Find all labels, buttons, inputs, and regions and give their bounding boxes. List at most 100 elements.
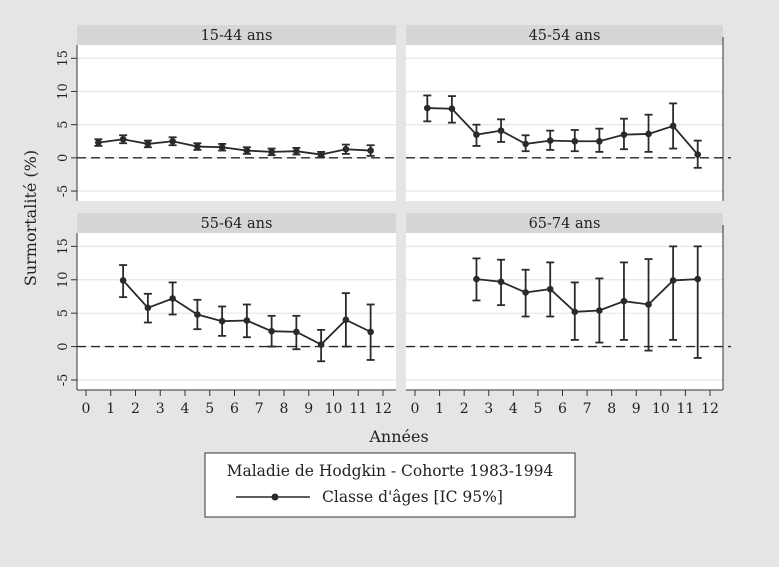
data-point (169, 295, 176, 302)
data-point (473, 275, 480, 283)
data-point (218, 143, 226, 151)
data-point (243, 147, 251, 154)
data-point (169, 137, 176, 145)
data-point (317, 341, 325, 348)
y-tick-label: 10 (56, 83, 71, 100)
y-axis-label: Surmortalité (%) (21, 150, 40, 286)
x-tick-label: 7 (255, 401, 264, 417)
data-point (367, 328, 374, 336)
x-tick-label: 7 (583, 401, 592, 417)
data-point (669, 277, 677, 284)
data-point (669, 122, 677, 130)
data-point (119, 135, 127, 143)
data-point (342, 316, 350, 324)
x-tick-label: 11 (349, 401, 367, 417)
data-point (293, 328, 300, 336)
y-tick-label: -5 (56, 185, 71, 198)
x-tick-label: 9 (632, 401, 641, 417)
y-tick-label: 5 (56, 121, 71, 129)
x-tick-label: 1 (106, 401, 115, 417)
data-point (497, 278, 505, 286)
data-point (243, 317, 251, 324)
data-point (596, 307, 603, 314)
data-point (144, 140, 152, 148)
panel-header (77, 25, 396, 45)
data-point (448, 105, 456, 113)
legend: Maladie de Hodgkin - Cohorte 1983-1994 C… (204, 452, 576, 518)
data-point (95, 139, 102, 146)
data-point (645, 130, 652, 138)
data-point (522, 140, 529, 148)
plot-area (77, 233, 396, 390)
panel-15-44-ans: 15-44 ans -5 0 5 10 15 (56, 25, 396, 201)
data-point (522, 289, 529, 296)
y-tick-label: 0 (56, 154, 71, 162)
x-tick-label: 1 (435, 401, 444, 417)
data-point (694, 151, 702, 158)
panel-45-54-ans: 45-54 ans (406, 25, 731, 201)
x-tick-label: 10 (325, 401, 343, 417)
y-tick-label: 15 (56, 238, 71, 255)
data-point (497, 127, 505, 134)
x-tick-label: 8 (280, 401, 289, 417)
data-point (571, 137, 579, 145)
series-line (476, 278, 698, 313)
x-tick-label: 6 (230, 401, 239, 417)
plot-area (77, 45, 396, 201)
panel-title: 15-44 ans (201, 28, 273, 44)
x-tick-label: 12 (374, 401, 392, 417)
x-axis-label: Années (368, 427, 428, 446)
legend-entry: Classe d'âges [IC 95%] (322, 488, 503, 506)
panel-title: 45-54 ans (529, 28, 601, 44)
y-tick-label: 0 (56, 342, 71, 350)
x-tick-label: 4 (509, 401, 518, 417)
data-point (473, 131, 480, 138)
panel-title: 55-64 ans (201, 216, 273, 232)
data-point (268, 148, 275, 156)
legend-title: Maladie de Hodgkin - Cohorte 1983-1994 (227, 462, 554, 480)
x-tick-label: 3 (484, 401, 493, 417)
y-tick-label: -5 (56, 374, 71, 387)
data-point (423, 104, 431, 112)
data-point (194, 143, 201, 150)
x-tick-label: 9 (304, 401, 313, 417)
x-tick-label: 2 (460, 401, 469, 417)
data-point (317, 151, 325, 158)
x-tick-label: 0 (82, 401, 91, 417)
panel-title: 65-74 ans (529, 216, 601, 232)
data-point (367, 147, 374, 154)
x-tick-label: 11 (677, 401, 695, 417)
x-tick-label: 12 (701, 401, 719, 417)
x-tick-label: 0 (411, 401, 420, 417)
data-point (144, 304, 152, 312)
y-tick-label: 5 (56, 309, 71, 317)
data-point (694, 275, 702, 283)
data-point (268, 327, 275, 335)
x-tick-label: 3 (156, 401, 165, 417)
x-tick-label: 6 (558, 401, 567, 417)
data-point (342, 145, 350, 153)
data-point (194, 311, 201, 318)
series-line (427, 107, 699, 156)
plot-area (406, 233, 723, 390)
data-point (571, 308, 579, 316)
x-tick-label: 10 (652, 401, 670, 417)
y-tick-label: 10 (56, 271, 71, 288)
data-point (596, 137, 603, 145)
x-tick-label: 4 (181, 401, 190, 417)
data-point (620, 131, 628, 138)
data-point (620, 297, 628, 305)
x-tick-label: 5 (205, 401, 214, 417)
data-point (293, 147, 300, 155)
x-tick-label: 8 (607, 401, 616, 417)
legend-marker (271, 493, 279, 501)
data-point (645, 301, 652, 308)
panel-header (406, 25, 723, 45)
data-point (546, 137, 554, 144)
data-point (546, 285, 554, 293)
x-tick-label: 5 (533, 401, 542, 417)
